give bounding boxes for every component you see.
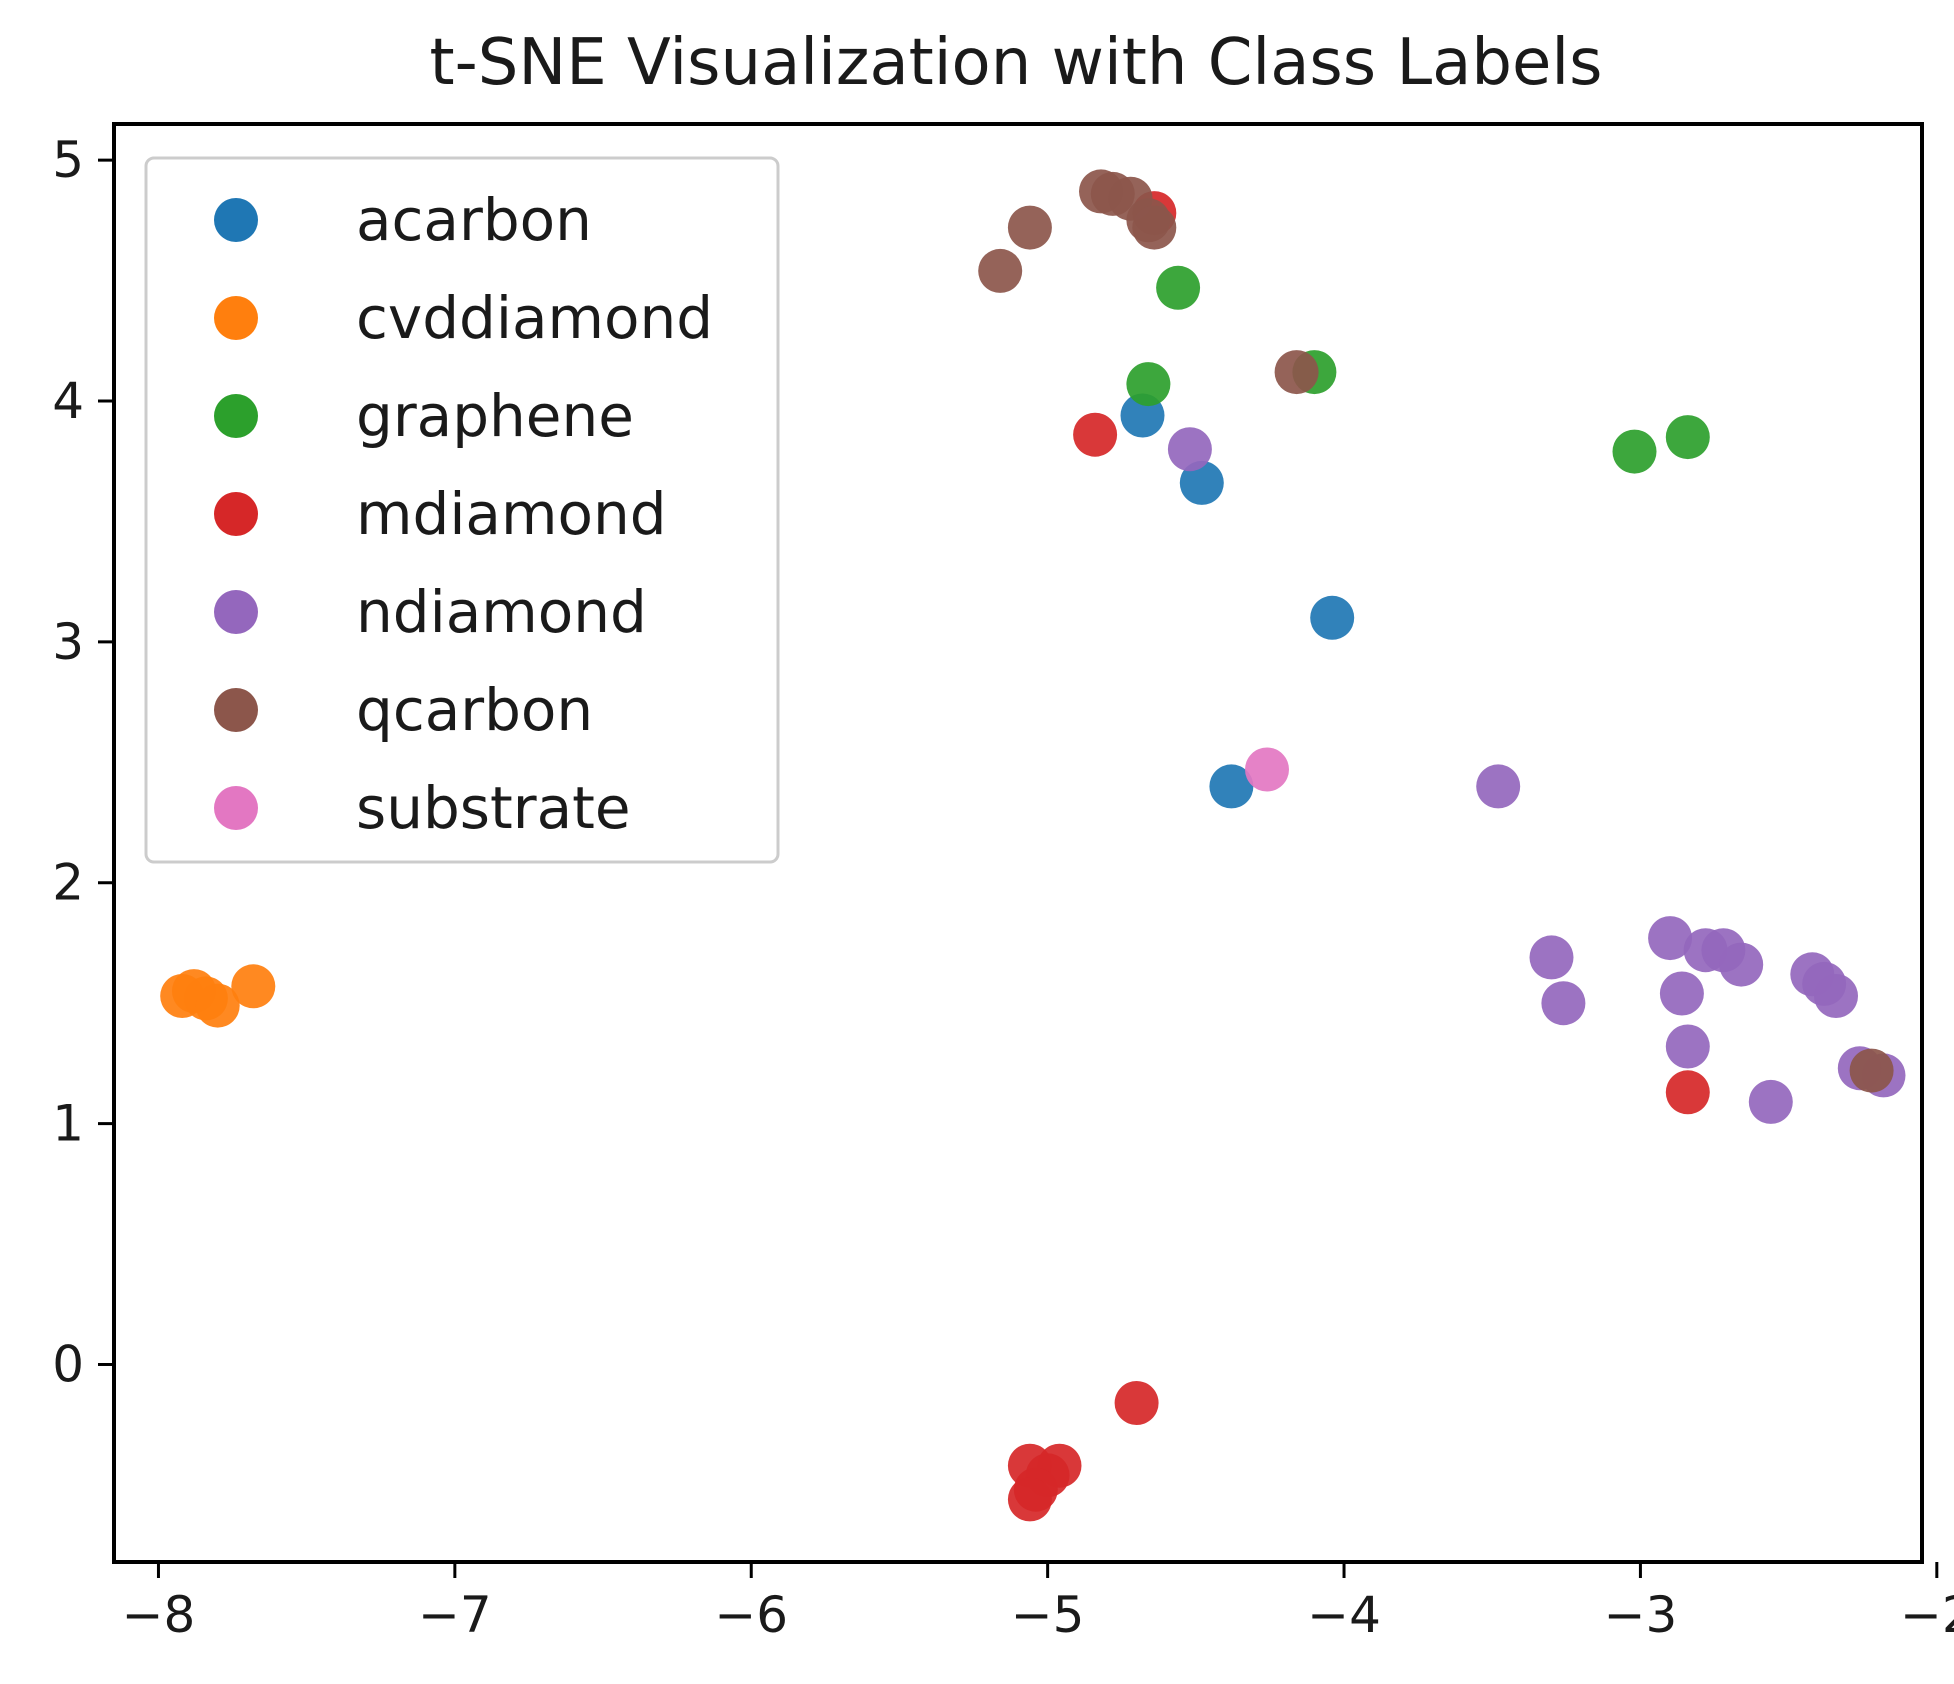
point-ndiamond-3 [1541,981,1586,1026]
point-ndiamond-12 [1814,974,1858,1018]
point-acarbon-1 [1179,460,1224,505]
point-graphene-0 [1156,265,1201,310]
chart-title: t-SNE Visualization with Class Labels [430,26,1603,100]
legend-marker-substrate [214,786,258,830]
legend-marker-qcarbon [214,688,258,732]
point-ndiamond-4 [1648,916,1693,961]
point-mdiamond-8 [1007,1477,1052,1522]
legend-marker-ndiamond [214,590,258,634]
x-tick-label: −2 [1900,1586,1954,1644]
scatter-points [160,169,1906,1522]
legend: acarbon cvddiamond graphene mdiamond ndiamon… [144,156,780,864]
x-tick-label: −7 [418,1586,492,1644]
point-mdiamond-2 [1665,1070,1710,1115]
point-cvddiamond-3 [195,983,240,1028]
legend-label-qcarbon: qcarbon [356,676,593,744]
point-acarbon-2 [1310,595,1355,640]
point-ndiamond-13 [1748,1079,1793,1124]
y-tick-label: 0 [52,1335,84,1393]
point-graphene-1 [1126,362,1171,407]
legend-label-ndiamond: ndiamond [356,578,647,646]
point-mdiamond-3 [1114,1381,1159,1425]
x-tick-label: −4 [1307,1586,1381,1644]
legend-marker-mdiamond [214,492,258,536]
point-ndiamond-1 [1476,764,1521,809]
point-qcarbon-5 [1007,205,1052,250]
x-tick-label: −8 [122,1586,196,1644]
x-axis: −8 −7 −6 −5 −4 −3 −2 [122,1562,1954,1644]
legend-box [144,156,780,864]
legend-label-cvddiamond: cvddiamond [356,284,713,352]
y-tick-label: 2 [52,854,84,912]
y-tick-label: 3 [52,613,84,671]
point-mdiamond-1 [1073,412,1118,457]
x-tick-label: −5 [1011,1586,1085,1644]
legend-marker-cvddiamond [214,296,258,340]
point-ndiamond-2 [1529,935,1574,980]
point-substrate-0 [1245,747,1289,792]
plot-area-frame [112,122,1924,1564]
x-tick-label: −6 [714,1586,788,1644]
y-axis: 0 1 2 3 4 5 [52,131,114,1393]
point-acarbon-3 [1209,764,1254,809]
legend-label-graphene: graphene [356,382,634,450]
legend-label-mdiamond: mdiamond [356,480,667,548]
legend-label-acarbon: acarbon [356,186,592,254]
x-tick-label: −3 [1604,1586,1678,1644]
point-qcarbon-8 [1849,1048,1894,1093]
y-tick-label: 4 [52,372,84,430]
legend-label-substrate: substrate [356,774,631,842]
point-ndiamond-9 [1665,1024,1710,1069]
point-ndiamond-7 [1719,942,1764,987]
point-ndiamond-0 [1167,427,1212,472]
y-tick-label: 1 [52,1095,84,1153]
point-qcarbon-6 [978,248,1023,293]
y-tick-label: 5 [52,131,84,189]
legend-marker-graphene [214,394,258,438]
point-ndiamond-8 [1659,971,1704,1016]
legend-marker-acarbon [214,198,258,242]
point-cvddiamond-4 [231,964,276,1009]
point-qcarbon-4 [1132,205,1177,250]
point-qcarbon-7 [1274,350,1319,395]
point-graphene-3 [1612,429,1657,474]
point-graphene-4 [1665,415,1710,460]
